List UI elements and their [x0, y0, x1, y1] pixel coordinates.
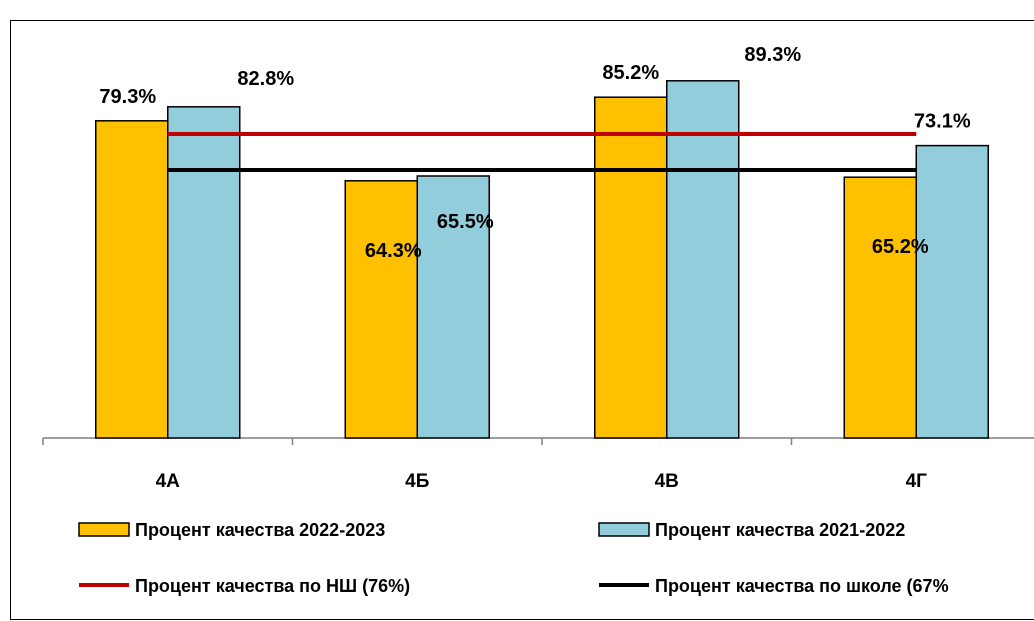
- bar-series1-1: [344, 180, 418, 439]
- chart-frame: 79.3% 82.8% 4А 64.3% 65.5% 4Б 85.2% 89.3% 4В 65.2…: [10, 20, 1034, 620]
- bar-series2-2: [666, 80, 740, 439]
- bar-series2-3: [915, 144, 989, 439]
- legend-swatch: [78, 522, 130, 537]
- legend-swatch: [598, 522, 650, 537]
- data-label: 79.3%: [99, 86, 156, 108]
- bar-chart: 79.3% 82.8% 4А 64.3% 65.5% 4Б 85.2% 89.3% 4В 65.2…: [42, 44, 1034, 596]
- bar-series2-1: [416, 175, 490, 439]
- data-label: 89.3%: [744, 44, 801, 66]
- data-label: 64.3%: [365, 240, 422, 262]
- legend-entry: Процент качества по школе (67%: [655, 576, 949, 596]
- category-tick-label: 4А: [156, 471, 181, 492]
- data-label: 82.8%: [237, 68, 294, 90]
- bar-series1-0: [95, 120, 169, 439]
- data-label: 85.2%: [602, 62, 659, 84]
- bar-series2-0: [167, 106, 241, 439]
- category-tick-label: 4В: [655, 471, 679, 492]
- data-label: 65.5%: [437, 211, 494, 233]
- data-label: 65.2%: [872, 236, 929, 258]
- legend-entry: Процент качества по НШ (76%): [135, 576, 410, 596]
- category-tick-label: 4Г: [906, 471, 928, 492]
- legend-entry: Процент качества 2022-2023: [135, 520, 385, 540]
- category-tick-label: 4Б: [405, 471, 429, 492]
- data-label: 73.1%: [914, 111, 971, 133]
- bar-series1-3: [843, 176, 917, 439]
- bar-series1-2: [594, 96, 668, 439]
- legend-entry: Процент качества 2021-2022: [655, 520, 905, 540]
